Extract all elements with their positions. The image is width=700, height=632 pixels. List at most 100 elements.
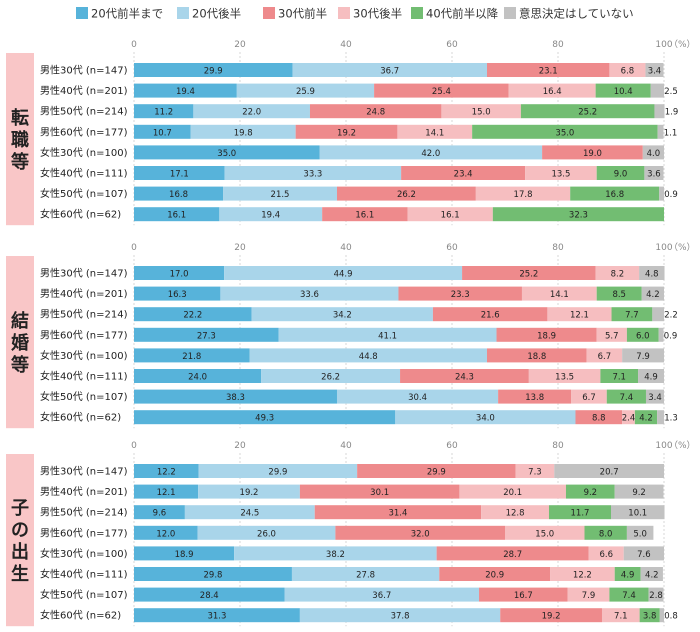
data-label: 0.9: [664, 190, 678, 200]
data-label: 31.4: [388, 509, 407, 519]
bar-segment: [134, 166, 225, 180]
category-label: 女性60代 (n=62): [40, 411, 121, 424]
data-label: 7.7: [625, 311, 639, 321]
data-label: 2.2: [664, 311, 678, 321]
category-label: 女性30代 (n=100): [40, 547, 128, 560]
data-label: 32.0: [411, 529, 430, 539]
bar-segment: [614, 484, 664, 499]
data-label: 19.8: [234, 128, 253, 138]
x-tick-label: 100: [655, 40, 672, 50]
data-label: 7.9: [636, 352, 650, 362]
bar-segment: [198, 464, 358, 478]
data-label: 8.2: [611, 270, 625, 280]
bar-segment: [622, 410, 635, 425]
bar-segment: [398, 286, 522, 301]
bar-segment: [400, 369, 529, 383]
x-tick-label: 20: [234, 441, 246, 451]
bar-segment: [515, 464, 555, 478]
category-label: 女性50代 (n=107): [40, 390, 128, 403]
data-label: 11.7: [571, 509, 590, 519]
bar-segment: [492, 207, 664, 222]
category-label: 男性50代 (n=214): [40, 506, 128, 519]
data-label: 16.4: [543, 87, 562, 97]
data-label: 16.1: [355, 211, 374, 221]
bar-segment: [528, 369, 601, 383]
data-label: 21.6: [481, 311, 500, 321]
x-unit-label: （%）: [669, 39, 696, 50]
data-label: 8.8: [592, 414, 606, 424]
data-label: 23.4: [454, 170, 473, 180]
bar-segment: [134, 104, 194, 119]
bar-segment: [224, 166, 402, 180]
panel: 0 20 40 60 80 100（%） 子の出生 男性30代 (n=147) 12.2 29.9…: [6, 440, 696, 627]
bar-segment: [571, 389, 607, 404]
category-label: 女性40代 (n=111): [40, 167, 128, 180]
section-label-box: [6, 53, 34, 226]
bar-segment: [197, 525, 336, 540]
bar-segment: [134, 186, 224, 201]
data-label: 8.5: [612, 290, 626, 300]
data-label: 18.9: [175, 550, 194, 560]
data-label: 24.8: [366, 108, 385, 118]
data-label: 6.0: [636, 331, 650, 341]
data-label: 34.2: [333, 311, 352, 321]
bar-segment: [462, 266, 596, 280]
bar-segment: [134, 369, 262, 383]
data-label: 7.4: [622, 591, 636, 601]
bar-segment: [472, 124, 658, 139]
x-tick-label: 0: [131, 243, 137, 253]
category-label: 女性40代 (n=111): [40, 568, 128, 581]
data-label: 44.9: [334, 270, 353, 280]
bar-segment: [190, 124, 296, 139]
bar-segment: [134, 83, 237, 98]
data-label: 7.6: [637, 550, 651, 560]
data-label: 19.4: [261, 211, 280, 221]
bar-segment: [134, 389, 337, 404]
category-label: 男性50代 (n=214): [40, 308, 128, 321]
data-label: 7.1: [614, 612, 628, 622]
bar-segment: [220, 286, 399, 301]
data-label: 29.9: [268, 468, 287, 478]
data-label: 6.6: [599, 550, 613, 560]
data-label: 25.4: [432, 87, 451, 97]
bar-segment: [642, 145, 664, 160]
x-tick-label: 20: [234, 40, 246, 50]
category-label: 男性30代 (n=147): [40, 64, 128, 77]
data-label: 14.1: [425, 128, 444, 138]
bar-segment: [134, 546, 235, 561]
bar-segment: [588, 546, 624, 561]
data-label: 1.9: [665, 108, 679, 118]
data-label: 12.2: [573, 571, 592, 581]
section-label-box: [6, 256, 34, 429]
bar-segment: [521, 286, 597, 301]
bar-segment: [261, 369, 401, 383]
category-label: 男性40代 (n=201): [40, 84, 128, 97]
bar-segment: [295, 124, 398, 139]
bar-segment: [357, 464, 516, 478]
data-label: 4.2: [639, 414, 653, 424]
data-label: 19.4: [176, 87, 195, 97]
category-label: 女性60代 (n=62): [40, 208, 121, 221]
legend-swatch: [504, 7, 516, 19]
bar-segment: [284, 587, 480, 602]
legend-swatch: [338, 7, 350, 19]
data-label: 30.4: [408, 393, 427, 403]
data-label: 17.8: [514, 190, 533, 200]
data-label: 49.3: [255, 414, 274, 424]
bar-segment: [654, 104, 665, 119]
data-label: 36.7: [372, 591, 391, 601]
bar-segment: [596, 327, 627, 342]
data-label: 16.7: [514, 591, 533, 601]
bar-segment: [595, 266, 640, 280]
x-tick-label: 100: [655, 441, 672, 451]
data-label: 3.8: [643, 612, 657, 622]
data-label: 23.3: [451, 290, 470, 300]
bar-segment: [374, 83, 509, 98]
category-label: 男性60代 (n=177): [40, 526, 128, 539]
bar-segment: [611, 505, 665, 520]
bar-segment: [134, 207, 220, 222]
data-label: 7.4: [620, 393, 634, 403]
x-unit-label: （%）: [669, 242, 696, 253]
bar-segment: [219, 207, 323, 222]
